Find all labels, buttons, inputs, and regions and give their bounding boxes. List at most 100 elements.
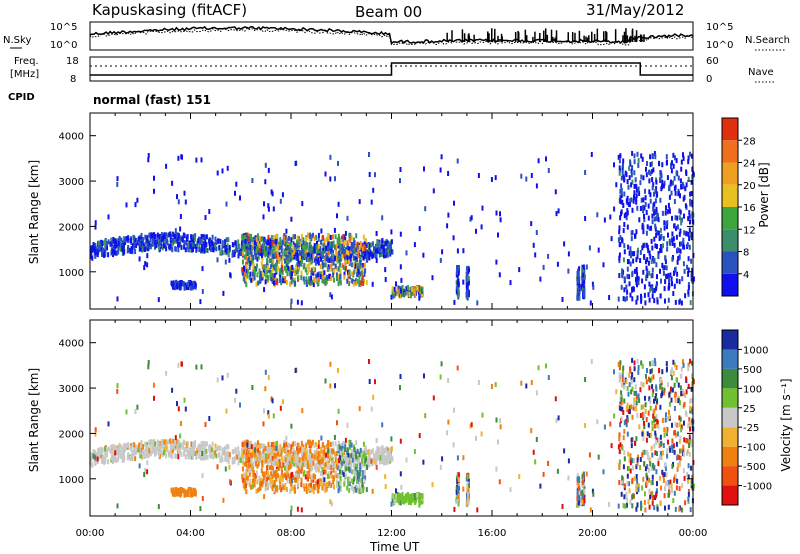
range-cell bbox=[129, 445, 132, 451]
range-cell bbox=[272, 264, 275, 270]
range-cell bbox=[622, 158, 625, 164]
range-cell bbox=[407, 491, 409, 497]
range-cell bbox=[654, 433, 657, 439]
range-cell bbox=[177, 233, 180, 239]
range-cell bbox=[170, 280, 173, 286]
range-cell bbox=[284, 265, 286, 271]
range-cell bbox=[637, 280, 640, 286]
range-cell bbox=[264, 239, 267, 244]
range-cell bbox=[220, 457, 223, 463]
range-cell bbox=[171, 180, 174, 186]
range-cell bbox=[269, 479, 272, 484]
range-cell bbox=[91, 245, 94, 251]
range-cell bbox=[619, 153, 622, 159]
range-cell bbox=[257, 254, 260, 260]
range-cell bbox=[673, 175, 676, 181]
range-cell bbox=[356, 448, 359, 454]
range-cell bbox=[189, 492, 192, 498]
range-cell bbox=[264, 179, 267, 185]
range-cell bbox=[103, 459, 105, 465]
range-cell bbox=[177, 199, 180, 205]
range-cell bbox=[352, 469, 355, 475]
range-cell bbox=[307, 463, 309, 469]
range-cell bbox=[617, 296, 620, 302]
range-cell bbox=[689, 219, 691, 225]
range-cell bbox=[122, 247, 125, 253]
range-cell bbox=[280, 455, 283, 461]
range-cell bbox=[617, 444, 620, 450]
range-cell bbox=[651, 245, 654, 251]
range-cell bbox=[329, 154, 332, 160]
range-cell bbox=[627, 184, 630, 190]
range-cell bbox=[385, 448, 387, 454]
range-cell bbox=[645, 437, 648, 443]
range-cell bbox=[260, 451, 262, 457]
range-cell bbox=[273, 452, 276, 458]
range-cell bbox=[582, 267, 585, 273]
range-cell bbox=[140, 236, 143, 242]
range-cell bbox=[367, 462, 370, 468]
range-cell bbox=[639, 250, 642, 255]
range-cell bbox=[679, 435, 682, 441]
range-cell bbox=[481, 205, 484, 211]
range-cell bbox=[307, 476, 309, 482]
range-cell bbox=[137, 443, 140, 449]
range-cell bbox=[635, 183, 638, 189]
range-cell bbox=[236, 247, 239, 253]
range-cell bbox=[194, 236, 196, 242]
range-cell bbox=[618, 229, 621, 235]
range-cell bbox=[277, 258, 280, 264]
range-cell bbox=[250, 466, 253, 472]
range-cell bbox=[114, 243, 117, 249]
range-cell bbox=[172, 439, 175, 445]
range-cell bbox=[238, 250, 241, 255]
range-cell bbox=[243, 265, 245, 271]
range-cell bbox=[655, 281, 658, 287]
range-cell bbox=[124, 444, 126, 450]
range-cell bbox=[643, 205, 646, 211]
range-cell bbox=[174, 443, 177, 449]
freq-left-tick-bottom: 8 bbox=[70, 74, 76, 85]
range-cell bbox=[651, 213, 654, 219]
range-cell bbox=[308, 463, 311, 469]
range-cell bbox=[665, 221, 668, 227]
range-cell bbox=[130, 246, 133, 251]
range-cell bbox=[648, 457, 651, 463]
range-cell bbox=[250, 277, 253, 283]
range-cell bbox=[657, 217, 660, 223]
range-cell bbox=[287, 472, 290, 478]
range-cell bbox=[135, 444, 138, 450]
range-cell bbox=[584, 216, 587, 221]
range-cell bbox=[345, 456, 348, 462]
range-cell bbox=[280, 447, 283, 453]
range-cell bbox=[161, 443, 164, 449]
range-cell bbox=[338, 485, 341, 491]
range-cell bbox=[181, 443, 184, 449]
range-cell bbox=[308, 473, 311, 479]
range-cell bbox=[171, 241, 174, 247]
range-cell bbox=[371, 241, 374, 247]
range-cell bbox=[245, 462, 248, 468]
range-cell bbox=[633, 390, 636, 396]
range-cell bbox=[324, 484, 327, 490]
range-cell bbox=[336, 237, 339, 243]
range-cell bbox=[318, 276, 320, 282]
range-cell bbox=[179, 449, 182, 455]
range-cell bbox=[334, 457, 337, 463]
range-cell bbox=[283, 233, 286, 238]
power-y-axis-label: Slant Range [km] bbox=[27, 160, 41, 264]
range-cell bbox=[658, 236, 661, 241]
range-cell bbox=[358, 275, 361, 281]
range-cell bbox=[624, 296, 627, 302]
range-cell bbox=[243, 254, 246, 260]
range-cell bbox=[334, 250, 337, 256]
range-cell bbox=[169, 438, 172, 444]
range-cell bbox=[296, 256, 299, 262]
range-cell bbox=[178, 283, 181, 289]
range-cell bbox=[635, 436, 638, 442]
range-cell bbox=[165, 445, 168, 451]
range-cell bbox=[117, 447, 120, 453]
range-cell bbox=[179, 226, 182, 232]
range-cell bbox=[655, 186, 658, 192]
range-cell bbox=[340, 245, 343, 251]
